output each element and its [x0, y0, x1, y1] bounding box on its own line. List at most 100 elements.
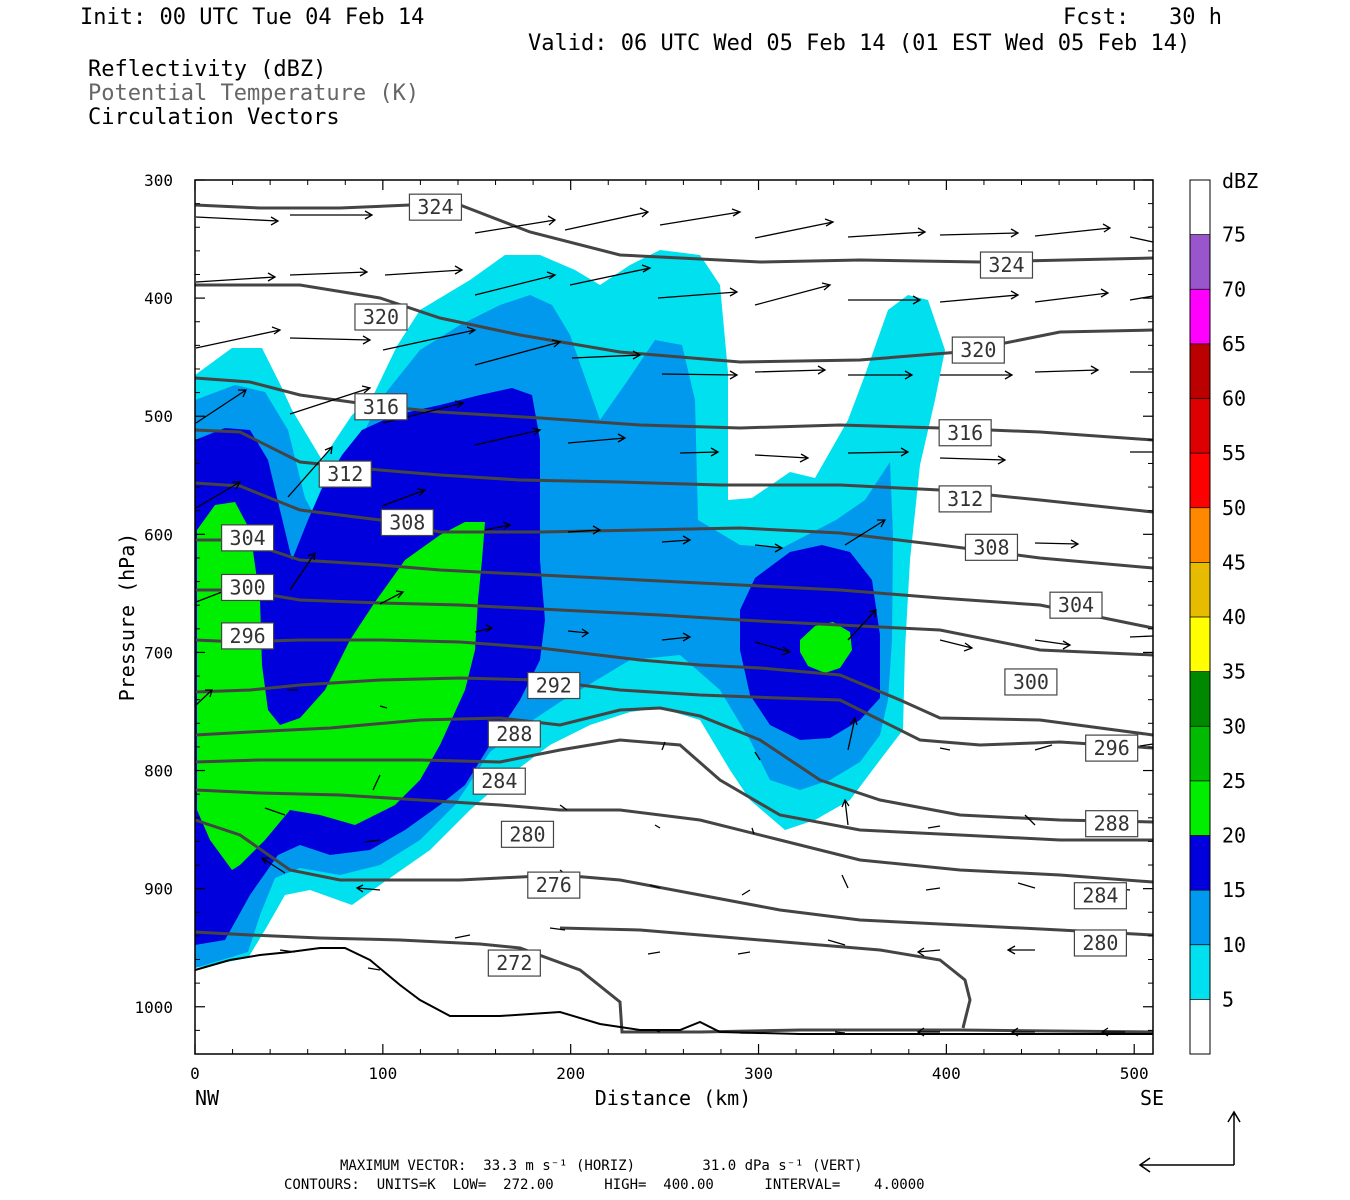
vector-scale-legend: [1138, 1110, 1241, 1173]
theta-contour-label: 280: [500, 820, 555, 848]
theta-label-box: [1049, 591, 1103, 619]
theta-label-box: [380, 508, 434, 537]
theta-label-text: 316: [947, 421, 983, 445]
theta-label-text: 304: [230, 526, 266, 550]
colorbar-segment: [1190, 671, 1210, 727]
theta-contour-label: 276: [527, 871, 581, 899]
x-endpoint-right: SE: [1140, 1086, 1164, 1110]
contour-info: CONTOURS: UNITS=K LOW= 272.00 HIGH= 400.…: [284, 1177, 925, 1193]
colorbar-segment: [1190, 234, 1210, 290]
theta-label-text: 312: [947, 487, 983, 511]
colorbar-label: 10: [1222, 933, 1246, 957]
reflectivity-region-20-west: [197, 502, 485, 870]
theta-label-box: [487, 720, 541, 748]
theta-contour-label: 324: [979, 251, 1034, 279]
theta-label-box: [527, 671, 581, 700]
colorbar-label: 5: [1222, 987, 1234, 1011]
reflectivity-region-20-east: [800, 622, 852, 673]
theta-label-box: [964, 533, 1019, 561]
field-title-vectors: Circulation Vectors: [88, 105, 340, 130]
theta-label-box: [318, 460, 372, 488]
theta-contour-label: 304: [1049, 591, 1103, 619]
theta-label-text: 320: [363, 305, 399, 329]
colorbar-label: 20: [1222, 824, 1246, 848]
x-tick-label: 100: [368, 1064, 397, 1083]
colorbar-segment: [1190, 835, 1210, 891]
y-tick-label: 900: [144, 880, 173, 899]
theta-label-box: [1085, 734, 1139, 762]
theta-label-box: [951, 336, 1005, 364]
colorbar-segment: [1190, 343, 1210, 399]
y-tick-label: 300: [144, 171, 173, 190]
theta-label-box: [220, 573, 275, 602]
theta-label-box: [472, 767, 526, 795]
colorbar-label: 50: [1222, 496, 1246, 520]
theta-contour-label: 296: [220, 622, 275, 650]
theta-label-text: 320: [960, 338, 996, 362]
colorbar-segment: [1190, 180, 1210, 235]
theta-contour-label: 316: [354, 393, 408, 421]
colorbar-segment: [1190, 289, 1210, 344]
theta-label-text: 324: [988, 253, 1024, 277]
theta-label-box: [354, 393, 408, 421]
theta-contour-label: 284: [1073, 882, 1128, 910]
theta-label-box: [500, 820, 555, 848]
theta-label-text: 308: [973, 535, 1009, 559]
theta-contour-label: 288: [487, 720, 541, 748]
theta-contour-label: 284: [472, 767, 526, 795]
colorbar-label: 70: [1222, 277, 1246, 301]
colorbar: 5 10 15 20 25 30 35 40 45 50 55 60 65 70 75: [1189, 179, 1246, 1055]
theta-label-text: 288: [1094, 812, 1130, 836]
terrain-line: [194, 947, 1153, 1035]
theta-label-text: 288: [496, 722, 532, 746]
theta-label-box: [527, 871, 581, 899]
theta-label-text: 316: [363, 395, 399, 419]
theta-contour-label: 312: [938, 485, 992, 513]
x-tick-label: 300: [744, 1064, 773, 1083]
colorbar-segment: [1190, 944, 1210, 1000]
field-title-reflectivity: Reflectivity (dBZ): [88, 57, 327, 82]
colorbar-label: 60: [1222, 387, 1246, 411]
colorbar-label: 40: [1222, 605, 1246, 629]
theta-contour-label: 280: [1073, 929, 1128, 957]
theta-contour-label: 300: [1004, 668, 1058, 696]
colorbar-segment: [1190, 398, 1210, 454]
colorbar-label: 75: [1222, 223, 1246, 247]
x-tick-label: 200: [556, 1064, 585, 1083]
theta-label-box: [938, 485, 992, 513]
theta-label-box: [354, 303, 408, 331]
colorbar-title: dBZ: [1222, 169, 1258, 193]
colorbar-segment: [1190, 562, 1210, 617]
theta-label-text: 272: [496, 951, 532, 975]
colorbar-segment: [1190, 453, 1210, 508]
theta-label-text: 284: [481, 769, 517, 793]
theta-label-box: [487, 949, 541, 977]
theta-contour-label: 288: [1085, 810, 1139, 838]
theta-label-text: 312: [327, 462, 363, 486]
theta-contour-label: 272: [487, 949, 541, 977]
colorbar-segment: [1190, 726, 1210, 781]
theta-label-text: 300: [1013, 670, 1049, 694]
theta-contour-label: 324: [408, 193, 463, 221]
theta-label-box: [1085, 810, 1139, 838]
theta-label-text: 300: [230, 575, 266, 599]
theta-contour-label: 292: [527, 671, 581, 700]
theta-label-box: [938, 419, 992, 447]
colorbar-segment: [1190, 617, 1210, 672]
forecast-hour: Fcst: 30 h: [1063, 5, 1222, 30]
plot-frame: [194, 179, 1154, 1055]
theta-label-box: [1073, 929, 1128, 957]
y-tick-label: 600: [144, 525, 173, 544]
y-tick-label: 500: [144, 407, 173, 426]
theta-contour-label: 320: [354, 303, 408, 331]
theta-label-text: 284: [1082, 884, 1118, 908]
x-axis-label: Distance (km): [595, 1086, 752, 1110]
y-tick-label: 1000: [134, 998, 173, 1017]
theta-label-box: [220, 524, 275, 552]
init-time: Init: 00 UTC Tue 04 Feb 14: [80, 5, 425, 30]
theta-label-text: 296: [230, 624, 266, 648]
x-endpoint-left: NW: [195, 1086, 220, 1110]
theta-contour-label: 308: [380, 508, 434, 537]
colorbar-label: 30: [1222, 714, 1246, 738]
